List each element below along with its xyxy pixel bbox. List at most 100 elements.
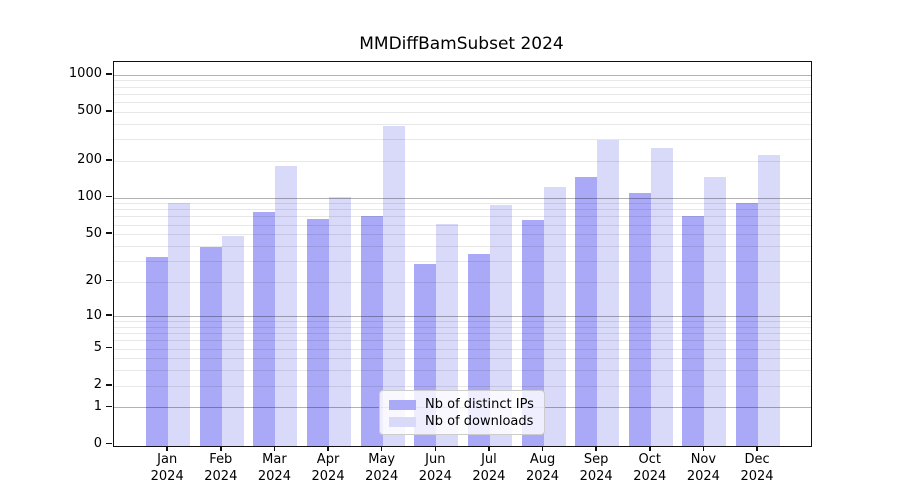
major-gridline [114,316,811,318]
x-tick-label-may: May 2024 [365,452,399,484]
x-tick-label-nov: Nov 2024 [686,452,720,484]
x-tick-mark [648,446,651,451]
minor-gridline [114,358,811,360]
minor-gridline [114,260,811,262]
y-tick-mark [106,314,112,316]
bar-distinct-ips-nov [682,216,705,446]
y-tick-label: 5 [93,340,102,356]
bar-downloads-sep [597,140,620,446]
minor-gridline [114,245,811,247]
bar-distinct-ips-aug [521,220,544,446]
y-tick-label: 2 [93,377,102,393]
x-tick-label-jan: Jan 2024 [150,452,184,484]
x-tick-label-feb: Feb 2024 [204,452,238,484]
bar-downloads-mar [275,166,298,446]
bar-distinct-ips-sep [575,176,598,446]
minor-gridline [114,348,811,350]
minor-gridline [114,333,811,335]
x-tick-mark [166,446,168,451]
minor-gridline [114,123,811,125]
y-tick-label: 200 [77,152,102,168]
x-tick-mark [327,446,329,451]
y-tick-label: 500 [77,103,102,119]
y-tick-mark [106,110,112,112]
minor-gridline [114,224,811,226]
minor-gridline [114,370,811,372]
x-tick-mark [702,446,705,451]
x-tick-label-jul: Jul 2024 [472,452,506,484]
plot-area [113,61,812,447]
y-tick-mark [106,279,112,282]
y-tick-label: 100 [77,189,102,205]
minor-gridline [114,385,811,387]
x-tick-mark [756,446,758,451]
minor-gridline [114,111,811,113]
bar-distinct-ips-apr [307,218,330,446]
x-tick-label-sep: Sep 2024 [579,452,613,484]
bar-downloads-feb [221,236,244,446]
legend-label-distinct-ips: Nb of distinct IPs [425,397,534,412]
bar-distinct-ips-jan [146,257,169,446]
x-tick-label-jun: Jun 2024 [418,452,452,484]
bar-downloads-oct [650,148,673,446]
legend-swatch-downloads [389,416,416,427]
minor-gridline [114,216,811,218]
x-tick-mark [220,446,222,451]
bar-downloads-apr [329,197,352,446]
bar-distinct-ips-feb [199,247,222,446]
bar-distinct-ips-oct [628,192,651,446]
y-tick-mark [106,158,112,161]
minor-gridline [114,340,811,342]
minor-gridline [114,86,811,88]
bar-downloads-may [382,125,405,446]
y-tick-mark [106,346,112,349]
chart-title: MMDiffBamSubset 2024 [359,34,564,54]
y-tick-mark [106,73,112,75]
bar-downloads-nov [704,177,727,446]
bar-downloads-dec [758,154,781,446]
legend-swatch-distinct-ips [389,399,416,410]
major-gridline [114,197,811,199]
x-tick-label-apr: Apr 2024 [311,452,345,484]
y-tick-label: 1 [93,398,102,414]
minor-gridline [114,139,811,141]
bar-downloads-aug [543,187,566,446]
bar-distinct-ips-dec [736,203,759,446]
bar-distinct-ips-mar [253,212,276,446]
x-tick-mark [273,446,276,451]
minor-gridline [114,203,811,205]
bar-distinct-ips-may [360,216,383,446]
x-tick-label-dec: Dec 2024 [740,452,774,484]
y-tick-mark [106,383,112,386]
minor-gridline [114,102,811,104]
bar-downloads-jul [489,204,512,446]
minor-gridline [114,209,811,211]
bar-downloads-jan [168,203,191,446]
y-tick-label: 10 [85,307,102,323]
y-tick-mark [106,232,112,234]
x-tick-label-oct: Oct 2024 [633,452,667,484]
minor-gridline [114,326,811,328]
legend-item-distinct-ips: Nb of distinct IPs [389,396,535,413]
minor-gridline [114,93,811,95]
minor-gridline [114,80,811,82]
minor-gridline [114,281,811,283]
y-tick-label: 50 [85,225,102,241]
x-tick-mark [488,446,490,451]
legend-label-downloads: Nb of downloads [425,414,534,429]
major-gridline [114,74,811,76]
y-tick-label: 0 [93,436,102,451]
legend-item-downloads: Nb of downloads [389,413,535,430]
y-tick-mark [106,442,112,445]
y-tick-label: 20 [85,273,102,289]
x-tick-mark [380,446,383,451]
x-tick-mark [595,446,597,451]
y-tick-label: 1000 [68,66,102,82]
x-tick-label-mar: Mar 2024 [257,452,291,484]
minor-gridline [114,234,811,236]
x-tick-mark [541,446,544,451]
x-tick-label-aug: Aug 2024 [525,452,560,484]
x-tick-mark [434,446,437,451]
y-tick-mark [106,195,112,198]
minor-gridline [114,160,811,162]
